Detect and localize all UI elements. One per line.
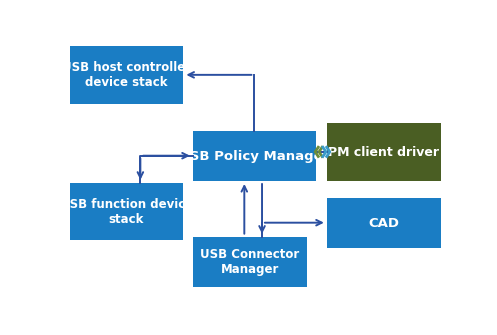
Text: USB Connector
Manager: USB Connector Manager bbox=[200, 248, 299, 276]
Text: PM client driver: PM client driver bbox=[328, 146, 439, 159]
FancyBboxPatch shape bbox=[70, 183, 183, 241]
FancyBboxPatch shape bbox=[193, 237, 307, 287]
FancyBboxPatch shape bbox=[327, 123, 441, 181]
Text: CAD: CAD bbox=[368, 216, 399, 229]
FancyBboxPatch shape bbox=[193, 131, 316, 181]
Text: USB function device
stack: USB function device stack bbox=[60, 198, 193, 225]
Text: USB Policy Manager: USB Policy Manager bbox=[179, 150, 330, 162]
FancyBboxPatch shape bbox=[327, 198, 441, 248]
FancyBboxPatch shape bbox=[70, 46, 183, 104]
Text: USB host controller
device stack: USB host controller device stack bbox=[62, 61, 191, 89]
